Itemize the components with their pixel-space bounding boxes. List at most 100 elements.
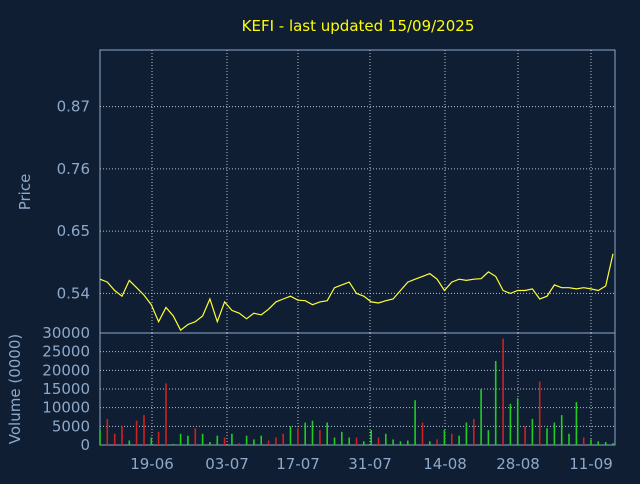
volume-bar (575, 402, 578, 445)
volume-bar (282, 433, 284, 445)
volume-bar (465, 422, 468, 445)
x-tick-label: 11-09 (569, 455, 613, 473)
volume-tick-label: 5000 (52, 417, 90, 435)
volume-bar (597, 441, 600, 445)
volume-bar (238, 443, 240, 445)
volume-bar (458, 435, 460, 445)
price-tick-label: 0.65 (57, 222, 90, 240)
volume-bar (370, 430, 372, 445)
volume-bar (612, 443, 614, 445)
volume-tick-label: 30000 (42, 324, 90, 342)
x-tick-label: 19-06 (130, 455, 174, 473)
volume-bar (429, 441, 431, 445)
volume-bar (304, 422, 306, 445)
price-line (99, 253, 614, 332)
price-tick-label: 0.87 (57, 98, 90, 116)
price-series (99, 253, 614, 332)
volume-bar (451, 433, 453, 445)
axis-labels: 0.54 0.65 0.76 0.87 050001000015000200002500… (42, 98, 613, 473)
volume-bar (414, 400, 416, 445)
volume-bar (135, 420, 138, 445)
volume-bar (128, 440, 131, 445)
volume-bar (179, 433, 182, 445)
volume-bar (355, 437, 358, 445)
volume-bar (319, 430, 321, 445)
volume-bar (582, 437, 585, 445)
volume-bar (150, 437, 153, 445)
x-tick-label: 28-08 (496, 455, 540, 473)
x-tick-label: 17-07 (276, 455, 320, 473)
volume-tick-label: 20000 (42, 361, 90, 379)
volume-bar (157, 431, 160, 445)
volume-tick-label: 15000 (42, 380, 90, 398)
volume-bar (121, 426, 123, 445)
volume-bar (538, 381, 541, 445)
volume-bar (487, 430, 490, 445)
volume-bar (275, 437, 277, 445)
x-tick-label: 03-07 (205, 455, 249, 473)
volume-bar (443, 430, 446, 445)
volume-bar (421, 422, 424, 445)
volume-bar (436, 439, 438, 445)
volume-bar (502, 338, 504, 445)
volume-bar (560, 415, 563, 445)
volume-bar (407, 440, 409, 445)
volume-bar (311, 420, 314, 445)
price-panel-frame (99, 49, 616, 334)
volume-bar (348, 437, 350, 445)
price-tick-label: 0.54 (57, 284, 90, 302)
volume-bar (333, 437, 336, 445)
volume-bar (231, 433, 233, 445)
chart-title: KEFI - last updated 15/09/2025 (242, 17, 475, 35)
volume-bar (473, 418, 475, 445)
volume-bar (187, 435, 189, 445)
volume-bar (568, 433, 570, 445)
volume-bar (531, 418, 534, 445)
volume-bar (392, 439, 394, 445)
volume-bar (289, 426, 292, 445)
volume-bar (245, 435, 248, 445)
volume-bar (326, 422, 328, 445)
volume-bar (516, 398, 519, 445)
volume-bar (509, 403, 512, 445)
volume-tick-label: 25000 (42, 343, 90, 361)
volume-bar (113, 433, 116, 445)
volume-bar (604, 442, 607, 445)
volume-bar (297, 428, 299, 445)
volume-panel-frame (99, 332, 616, 446)
grid-layer (100, 50, 615, 445)
volume-tick-label: 10000 (42, 399, 90, 417)
volume-bar (143, 415, 145, 445)
volume-bar (172, 443, 175, 445)
volume-bar (165, 383, 167, 445)
price-tick-label: 0.76 (57, 160, 90, 178)
volume-bar (223, 437, 226, 445)
volume-bar (253, 439, 255, 445)
volume-bar (385, 433, 387, 445)
volume-bar (546, 428, 548, 445)
volume-axis-label: Volume (0000) (6, 334, 24, 444)
volume-bar (209, 442, 211, 445)
volume-bar (106, 418, 109, 445)
volume-bar (399, 441, 402, 445)
volume-bar (524, 426, 526, 445)
volume-bar (553, 422, 556, 445)
volume-bar (494, 361, 497, 445)
volume-bar (99, 430, 101, 445)
volume-bar (480, 389, 482, 445)
x-tick-label: 14-08 (423, 455, 467, 473)
volume-bar (260, 435, 262, 445)
volume-bar (341, 431, 343, 445)
volume-bar (194, 428, 197, 445)
volume-bar (216, 435, 219, 445)
volume-bar (267, 440, 270, 445)
volume-bar (377, 437, 380, 445)
volume-bars (99, 338, 614, 445)
x-tick-label: 31-07 (348, 455, 392, 473)
volume-bar (201, 433, 204, 445)
volume-tick-label: 0 (80, 436, 90, 454)
price-axis-label: Price (16, 174, 34, 211)
volume-bar (590, 439, 592, 445)
